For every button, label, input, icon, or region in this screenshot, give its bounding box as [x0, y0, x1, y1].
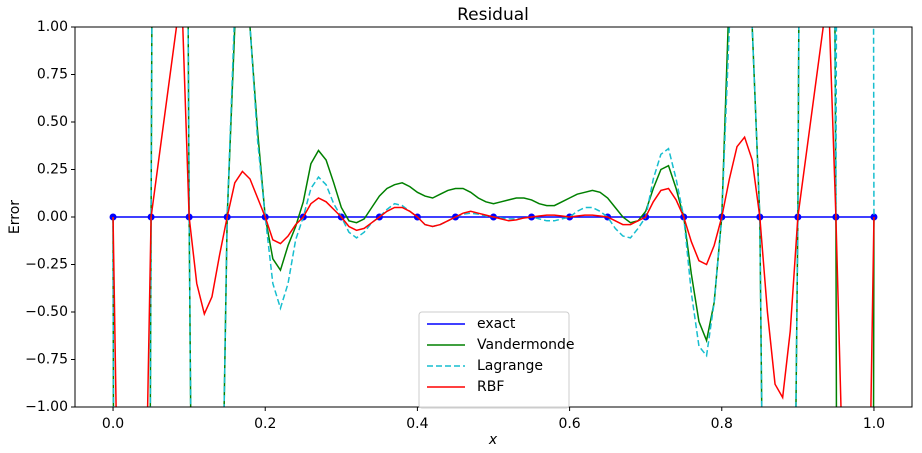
legend: exact Vandermonde Lagrange RBF: [418, 311, 575, 409]
y-tick-label: −1.00: [25, 399, 68, 415]
x-tick-label: 0.4: [406, 416, 428, 432]
legend-label: exact: [477, 316, 516, 332]
legend-box: [418, 311, 570, 409]
series-line: [112, 27, 875, 407]
legend-label: Vandermonde: [477, 337, 575, 353]
x-tick-label: 0.8: [711, 416, 733, 432]
x-axis-label: x: [488, 432, 498, 448]
x-tick-label: 0.0: [102, 416, 124, 432]
x-tick-label: 0.2: [254, 416, 276, 432]
x-tick-label: 1.0: [863, 416, 885, 432]
plot-area: [109, 27, 878, 407]
y-tick-label: 0.00: [37, 209, 68, 225]
legend-label: RBF: [477, 379, 504, 395]
series-line: [112, 27, 875, 407]
y-tick-label: 1.00: [37, 19, 68, 35]
y-tick-label: 0.75: [37, 67, 68, 83]
legend-label: Lagrange: [477, 358, 543, 374]
y-tick-label: −0.50: [25, 304, 68, 320]
y-tick-label: −0.75: [25, 352, 68, 368]
chart-title: Residual: [457, 5, 529, 25]
series-marker: [870, 213, 878, 221]
series-marker: [109, 213, 117, 221]
y-tick-label: 0.50: [37, 114, 68, 130]
y-tick-label: −0.25: [25, 257, 68, 273]
x-tick-label: 0.6: [558, 416, 580, 432]
y-tick-label: 0.25: [37, 162, 68, 178]
y-axis-label: Error: [7, 200, 23, 234]
